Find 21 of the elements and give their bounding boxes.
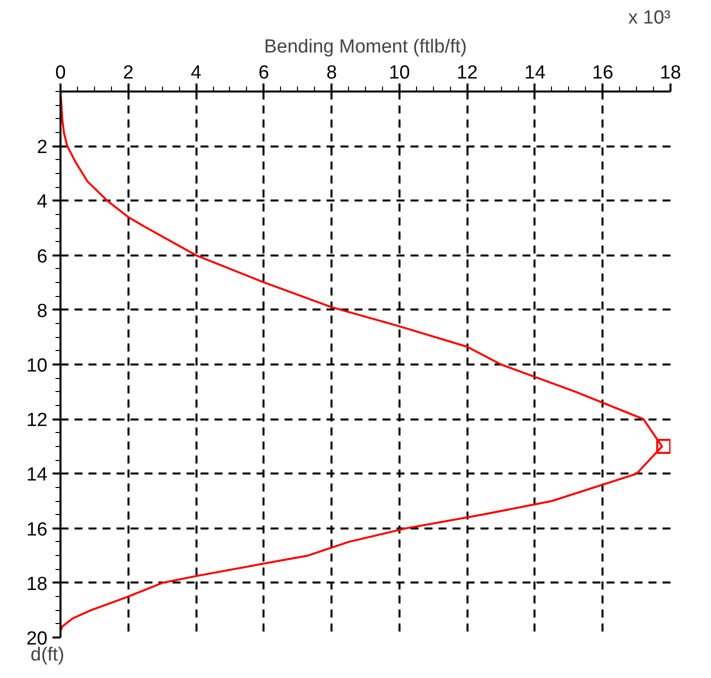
- x-tick-label: 16: [592, 62, 614, 84]
- x-tick-label: 2: [122, 62, 134, 84]
- y-tick-label: 2: [36, 137, 48, 158]
- x-tick-label: 0: [55, 62, 66, 84]
- x-tick-label: 14: [524, 62, 546, 84]
- x-tick-label: 18: [660, 62, 682, 84]
- y-tick-label: 12: [26, 410, 48, 432]
- text: x 10³: [628, 8, 671, 28]
- x-tick-label: 6: [258, 62, 270, 84]
- y-tick-label: 18: [26, 574, 48, 595]
- y-tick-label: 4: [36, 192, 48, 213]
- y-tick-label: 6: [36, 246, 48, 268]
- x-axis-title: Bending Moment (ftlb/ft): [264, 36, 467, 58]
- x-tick-label: 8: [326, 62, 337, 84]
- y-tick-label: 14: [26, 464, 48, 486]
- y-tick-label: 10: [26, 356, 48, 376]
- x-tick-label: 10: [388, 62, 410, 84]
- y-tick-label: 8: [36, 300, 48, 322]
- x-tick-label: 12: [456, 62, 478, 84]
- x-tick-label: 4: [190, 62, 202, 84]
- y-tick-label: 16: [26, 519, 48, 540]
